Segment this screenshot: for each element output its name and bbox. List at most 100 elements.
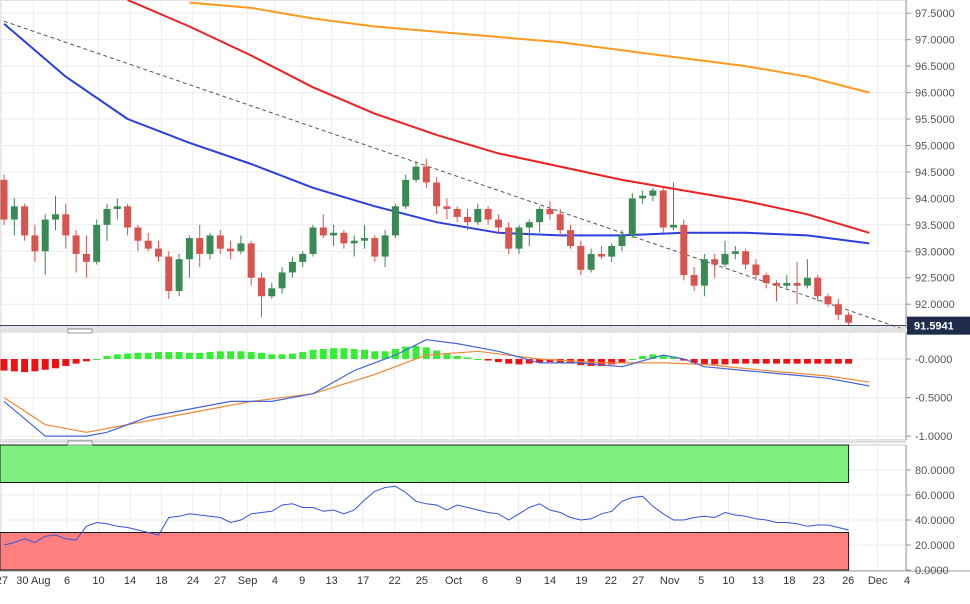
candle-body[interactable] [422,166,430,183]
macd-histogram-bar [165,352,173,359]
candle-body[interactable] [41,219,49,252]
candle-body[interactable] [680,224,688,276]
last-price-label: 91.5941 [914,321,954,333]
candle-body[interactable] [402,179,410,207]
macd-histogram-bar [474,359,482,360]
candle-body[interactable] [628,198,636,236]
candle-body[interactable] [52,214,59,220]
candle-body[interactable] [608,246,616,257]
candle-body[interactable] [319,227,327,236]
candle-body[interactable] [525,222,533,228]
candle-body[interactable] [361,238,368,241]
candle-body[interactable] [113,206,121,209]
x-tick-label: 9 [515,575,521,587]
candle-body[interactable] [453,208,461,217]
candle-body[interactable] [82,253,90,262]
candle-body[interactable] [237,243,245,252]
candle-body[interactable] [268,288,276,297]
candle-body[interactable] [175,259,183,291]
candle-body[interactable] [711,259,719,265]
candle-body[interactable] [340,232,348,244]
candle-body[interactable] [670,224,677,228]
macd-histogram-bar [381,351,389,359]
candle-body[interactable] [309,227,317,254]
candle-body[interactable] [700,259,708,286]
rsi-panel[interactable] [0,444,850,571]
x-tick-label: 27 [0,575,8,587]
candle-body[interactable] [443,206,451,209]
candle-body[interactable] [165,256,173,291]
candle-body[interactable] [155,248,162,257]
candle-body[interactable] [773,283,780,286]
candle-body[interactable] [484,208,492,220]
candle-body[interactable] [144,240,152,249]
candle-body[interactable] [845,314,853,323]
candle-body[interactable] [464,216,471,223]
candle-body[interactable] [433,182,441,207]
macd-panel[interactable] [0,339,870,437]
panel-resize-handle[interactable] [67,440,93,446]
candle-body[interactable] [536,208,544,223]
candle-body[interactable] [350,240,358,244]
candle-body[interactable] [134,227,142,241]
candle-body[interactable] [62,214,70,236]
candle-body[interactable] [93,224,101,262]
candle-body[interactable] [824,296,832,305]
candle-body[interactable] [0,179,8,220]
macd-histogram-bar [803,359,811,364]
candle-body[interactable] [412,166,420,180]
candle-body[interactable] [494,219,502,228]
candle-body[interactable] [258,277,265,297]
candle-body[interactable] [278,272,286,289]
candle-body[interactable] [216,235,224,249]
candle-body[interactable] [247,243,255,278]
candle-body[interactable] [196,238,204,254]
macd-histogram-bar [793,359,801,364]
candle-body[interactable] [31,235,39,252]
candle-body[interactable] [330,232,338,236]
candle-body[interactable] [814,277,822,297]
candle-body[interactable] [618,235,626,246]
candle-body[interactable] [556,214,564,231]
candle-body[interactable] [742,251,750,265]
candle-body[interactable] [721,253,729,265]
macd-histogram-bar [618,359,626,363]
candle-body[interactable] [371,238,379,257]
candle-body[interactable] [587,253,595,270]
candle-body[interactable] [381,235,389,257]
candle-body[interactable] [731,251,739,254]
candle-body[interactable] [21,206,29,236]
candle-body[interactable] [752,264,760,276]
candle-body[interactable] [793,283,801,286]
candle-body[interactable] [639,195,647,199]
candle-body[interactable] [124,206,132,228]
candle-body[interactable] [597,253,605,257]
candle-body[interactable] [206,235,214,254]
macd-histogram-bar [783,359,791,364]
candle-body[interactable] [546,208,554,215]
candle-body[interactable] [299,253,307,262]
candle-body[interactable] [185,238,193,260]
candle-body[interactable] [505,227,513,249]
candle-body[interactable] [783,283,791,286]
candle-body[interactable] [10,206,18,220]
candle-body[interactable] [391,206,399,236]
candle-body[interactable] [803,277,811,286]
macd-signal-line [3,350,870,433]
candle-body[interactable] [515,227,523,249]
price-panel[interactable] [0,0,906,329]
candle-body[interactable] [103,208,111,225]
candle-body[interactable] [288,261,296,273]
candle-body[interactable] [649,190,657,196]
candle-body[interactable] [72,235,80,254]
candle-body[interactable] [762,275,770,284]
macd-histogram-bar [422,347,430,359]
candle-body[interactable] [567,230,574,246]
candle-body[interactable] [577,246,585,270]
panel-resize-handle[interactable] [67,328,93,334]
candle-body[interactable] [659,190,667,228]
candle-body[interactable] [227,248,235,252]
candle-body[interactable] [474,208,482,223]
candle-body[interactable] [690,275,698,286]
candle-body[interactable] [834,304,842,315]
